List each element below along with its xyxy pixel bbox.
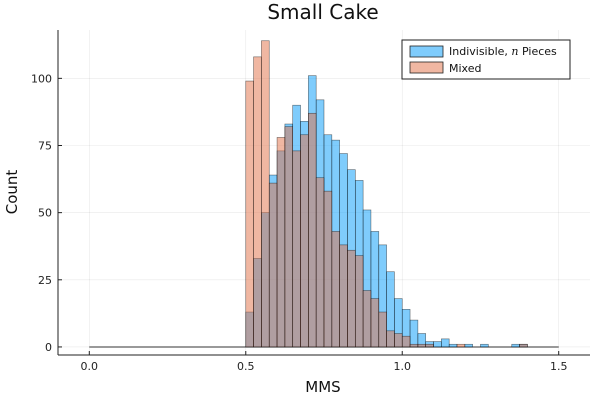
x-tick-label: 1.0 (393, 360, 411, 373)
bar-indivisible (441, 338, 450, 348)
bar-mixed (386, 330, 395, 348)
legend-label-mixed: Mixed (449, 62, 481, 75)
x-tick-label: 1.5 (550, 360, 568, 373)
bar-mixed (276, 137, 286, 348)
bar-mixed (253, 56, 262, 348)
legend-label-indivisible: Indivisible, n Pieces (449, 45, 557, 58)
bar-mixed (284, 126, 294, 348)
bar-mixed (456, 343, 466, 348)
legend-label-indivisible-math: n (511, 45, 518, 58)
bar-mixed (378, 311, 387, 348)
bar-mixed (268, 182, 278, 348)
legend: Indivisible, n Pieces Mixed (401, 39, 571, 80)
y-tick-label: 75 (38, 139, 52, 152)
bar-mixed (425, 343, 434, 348)
bar-mixed (362, 290, 372, 348)
legend-swatch-mixed (409, 61, 444, 74)
legend-label-indivisible-suffix: Pieces (519, 45, 558, 58)
bar-indivisible (433, 341, 442, 348)
y-axis-title: Count (3, 170, 21, 215)
y-tick-label: 100 (31, 72, 52, 85)
bar-indivisible (448, 343, 458, 348)
ticks-layer: 0.0 0.5 1.0 1.5 0 25 50 75 100 (31, 72, 567, 373)
bar-mixed (401, 335, 411, 348)
bar-mixed (331, 231, 340, 348)
chart-title: Small Cake (267, 0, 378, 24)
bar-mixed (315, 177, 325, 348)
y-tick-label: 50 (38, 207, 52, 220)
bar-indivisible (464, 343, 473, 348)
bar-mixed (261, 40, 270, 348)
bar-indivisible (480, 343, 489, 348)
legend-swatch-indivisible (409, 45, 444, 58)
bar-mixed (394, 333, 403, 348)
bar-mixed (347, 249, 356, 348)
axes-layer (57, 30, 590, 356)
bar-mixed (354, 255, 364, 348)
bar-mixed (409, 343, 419, 348)
legend-label-indivisible-prefix: Indivisible, (449, 45, 511, 58)
bar-mixed (370, 298, 380, 348)
y-tick-label: 0 (45, 341, 52, 354)
x-tick-label: 0.0 (81, 360, 99, 373)
bar-mixed (417, 343, 427, 348)
x-axis-title: MMS (305, 378, 340, 396)
x-tick-label: 0.5 (237, 360, 255, 373)
y-tick-label: 25 (38, 274, 52, 287)
bar-mixed (300, 134, 309, 348)
bar-mixed (292, 150, 301, 348)
bar-mixed (308, 112, 317, 348)
bar-mixed (245, 80, 254, 348)
bar-mixed (519, 343, 528, 348)
bar-mixed (323, 190, 333, 348)
bar-indivisible (409, 319, 419, 348)
bar-indivisible (511, 343, 520, 348)
bars-layer (89, 40, 559, 348)
bar-mixed (339, 244, 348, 348)
